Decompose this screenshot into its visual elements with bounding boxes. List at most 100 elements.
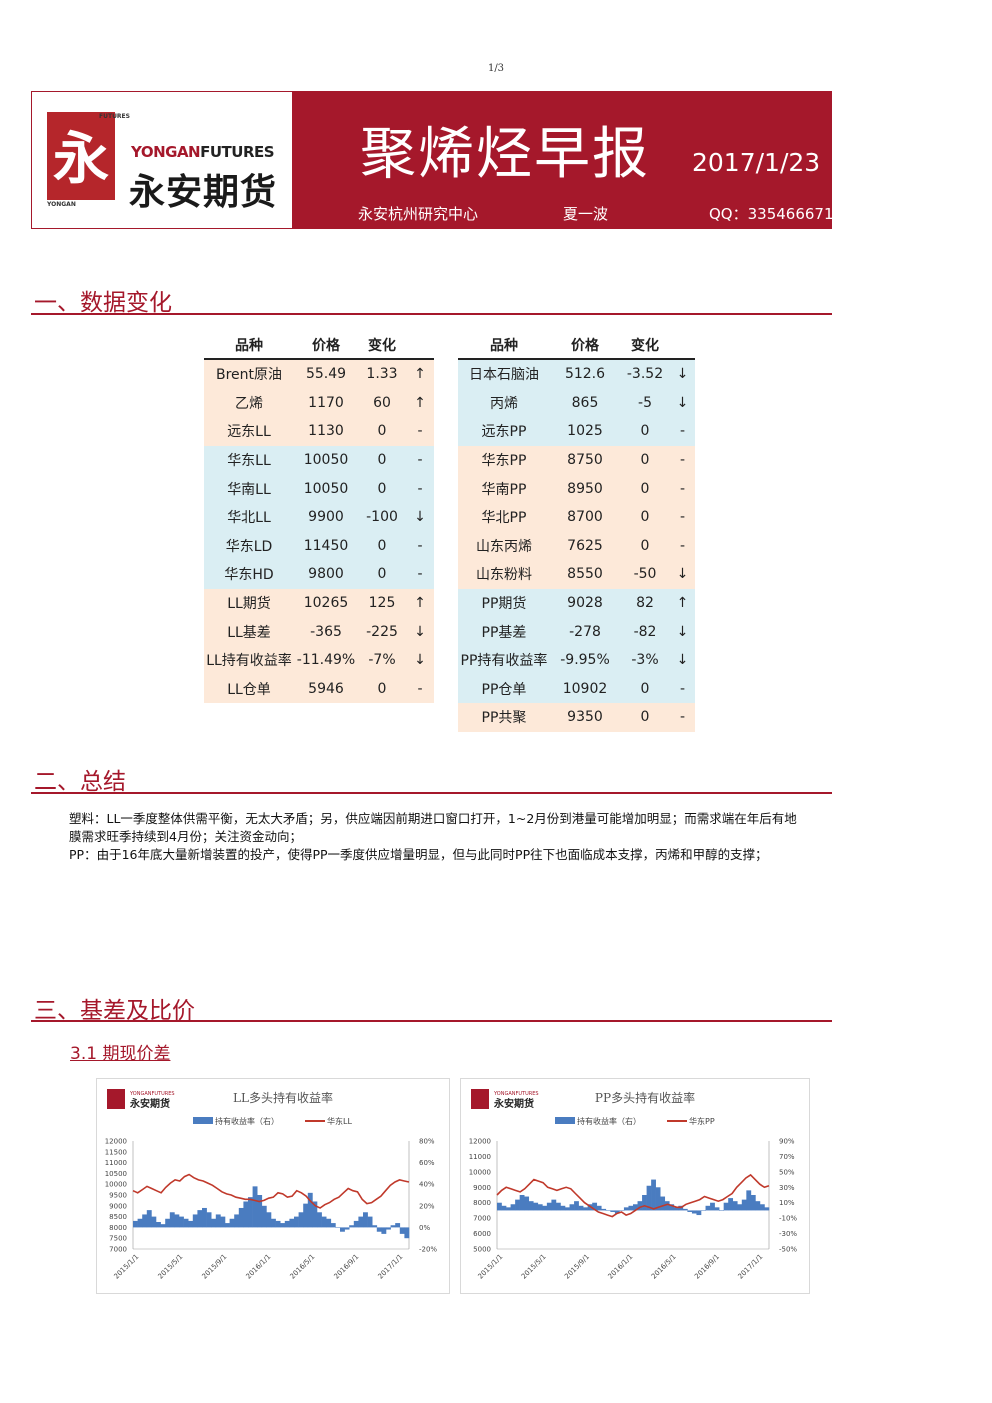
bar-mark <box>146 1210 152 1228</box>
bar-mark <box>372 1225 378 1228</box>
y-left-tick: 8000 <box>473 1199 491 1207</box>
cell-price: 9028 <box>567 595 603 612</box>
bar-mark <box>746 1190 752 1211</box>
cell-arrow: ↑ <box>414 394 426 411</box>
x-tick: 2015/5/1 <box>157 1253 185 1281</box>
cell-price: 9350 <box>567 709 603 726</box>
cell-name: Brent原油 <box>215 367 283 384</box>
cell-name: 华东LD <box>225 538 273 555</box>
logo-yongan-small: YONGAN <box>47 201 76 208</box>
legend-bar-swatch <box>193 1117 213 1124</box>
cell-arrow: - <box>679 452 686 469</box>
cell-name: PP基差 <box>481 624 527 641</box>
header-banner-border <box>31 91 832 229</box>
bar-mark <box>614 1210 620 1214</box>
table-row: PP共聚 9350 0 - <box>458 703 695 732</box>
y-left-tick: 12000 <box>105 1138 127 1146</box>
bar-mark <box>623 1207 629 1211</box>
col-header-name: 品种 <box>204 332 294 360</box>
bar-mark <box>275 1220 281 1228</box>
cell-change: 125 <box>368 595 396 612</box>
bar-mark <box>252 1186 258 1228</box>
cell-price: 8700 <box>567 509 603 526</box>
cell-change: 0 <box>640 423 650 440</box>
cell-change: -82 <box>633 623 657 640</box>
bar-mark <box>294 1216 299 1228</box>
cell-name: PP持有收益率 <box>460 653 548 670</box>
bar-mark <box>687 1210 693 1212</box>
bar-mark <box>367 1216 373 1228</box>
table-row: PP基差 -278 -82 ↓ <box>458 617 695 646</box>
section-title-data: 一、数据变化 <box>34 290 172 316</box>
bar-mark <box>220 1216 226 1228</box>
svg-text:永: 永 <box>53 127 109 192</box>
y-left-tick: 7000 <box>473 1215 491 1223</box>
x-tick: 2015/5/1 <box>520 1253 548 1281</box>
cell-price: 11450 <box>303 537 349 554</box>
y-left-tick: 11500 <box>105 1148 127 1156</box>
cell-price: 865 <box>571 394 599 411</box>
bar-mark <box>737 1204 743 1211</box>
cell-change: -50 <box>633 566 657 583</box>
cell-price: 10902 <box>562 680 608 697</box>
bar-mark <box>349 1225 355 1228</box>
bar-mark <box>179 1216 184 1228</box>
cell-change: -3.52 <box>626 366 664 383</box>
y-left-tick: 7500 <box>109 1235 127 1243</box>
bar-mark <box>156 1222 161 1228</box>
cell-price: -278 <box>569 623 601 640</box>
bar-mark <box>574 1201 579 1211</box>
cell-change: -5 <box>638 394 652 411</box>
cell-arrow: - <box>417 452 423 469</box>
cell-price: 5946 <box>308 680 344 697</box>
cell-name: 山东丙烯 <box>476 538 532 555</box>
y-right-tick: 70% <box>779 1153 795 1161</box>
bar-mark <box>330 1223 336 1228</box>
bar-mark <box>719 1210 724 1211</box>
cell-price: 7625 <box>567 537 603 554</box>
summary-plastic: 塑料：LL一季度整体供需平衡，无太大矛盾；另，供应端因前期进口窗口打开，1~2月… <box>69 811 797 844</box>
bar-mark <box>321 1216 327 1228</box>
y-left-tick: 6000 <box>473 1230 491 1238</box>
cell-name: 山东粉料 <box>476 567 532 584</box>
bar-mark <box>280 1223 286 1228</box>
bar-mark <box>537 1204 543 1211</box>
cell-name: 日本石脑油 <box>469 367 539 384</box>
y-left-tick: 8000 <box>109 1224 127 1232</box>
table-row: Brent原油 55.49 1.33 ↑ <box>204 359 434 389</box>
bar-mark <box>569 1204 575 1211</box>
bar-mark <box>307 1192 313 1228</box>
cell-price: -365 <box>310 623 342 640</box>
bar-mark <box>133 1220 138 1228</box>
chart-pp-carry-yield: YONGANFUTURES 永安期货 PP多头持有收益率 持有收益率（右） 华东PP 12… <box>460 1078 810 1294</box>
logo-chinese: 永安期货 <box>129 172 278 213</box>
cell-name: PP期货 <box>481 596 527 613</box>
cell-price: 1025 <box>567 423 603 440</box>
cell-price: 1170 <box>308 394 344 411</box>
cell-name: LL期货 <box>227 596 271 613</box>
cell-name: PP仓单 <box>481 681 527 698</box>
legend-line-label: 华东PP <box>689 1116 715 1126</box>
table-row: 华北LL 9900 -100 ↓ <box>204 502 434 532</box>
cell-arrow: - <box>679 537 686 554</box>
bar-mark <box>633 1204 638 1211</box>
page-number: 1/3 <box>487 63 505 74</box>
y-right-tick: 90% <box>779 1138 795 1146</box>
left-data-table: 品种 价格 变化 Brent原油 55.49 1.33 ↑ 乙烯 1170 60 ↑ 远东LL 1… <box>204 332 434 704</box>
bar-mark <box>289 1218 295 1228</box>
y-left-tick: 10000 <box>105 1181 127 1189</box>
y-right-tick: 20% <box>419 1202 435 1210</box>
bar-mark <box>515 1199 520 1211</box>
cell-price: 55.49 <box>305 366 347 383</box>
table-row: 华北PP 8700 0 - <box>458 502 695 532</box>
cell-arrow: - <box>417 480 423 497</box>
bar-mark <box>555 1202 561 1211</box>
bar-mark <box>592 1202 598 1211</box>
bar-mark <box>710 1202 715 1211</box>
cell-name: 华北LL <box>227 510 271 527</box>
cell-change: 0 <box>640 680 650 697</box>
bar-mark <box>501 1205 507 1211</box>
table-row: 丙烯 865 -5 ↓ <box>458 388 695 418</box>
bar-mark <box>298 1212 304 1228</box>
cell-arrow: ↓ <box>676 394 689 411</box>
